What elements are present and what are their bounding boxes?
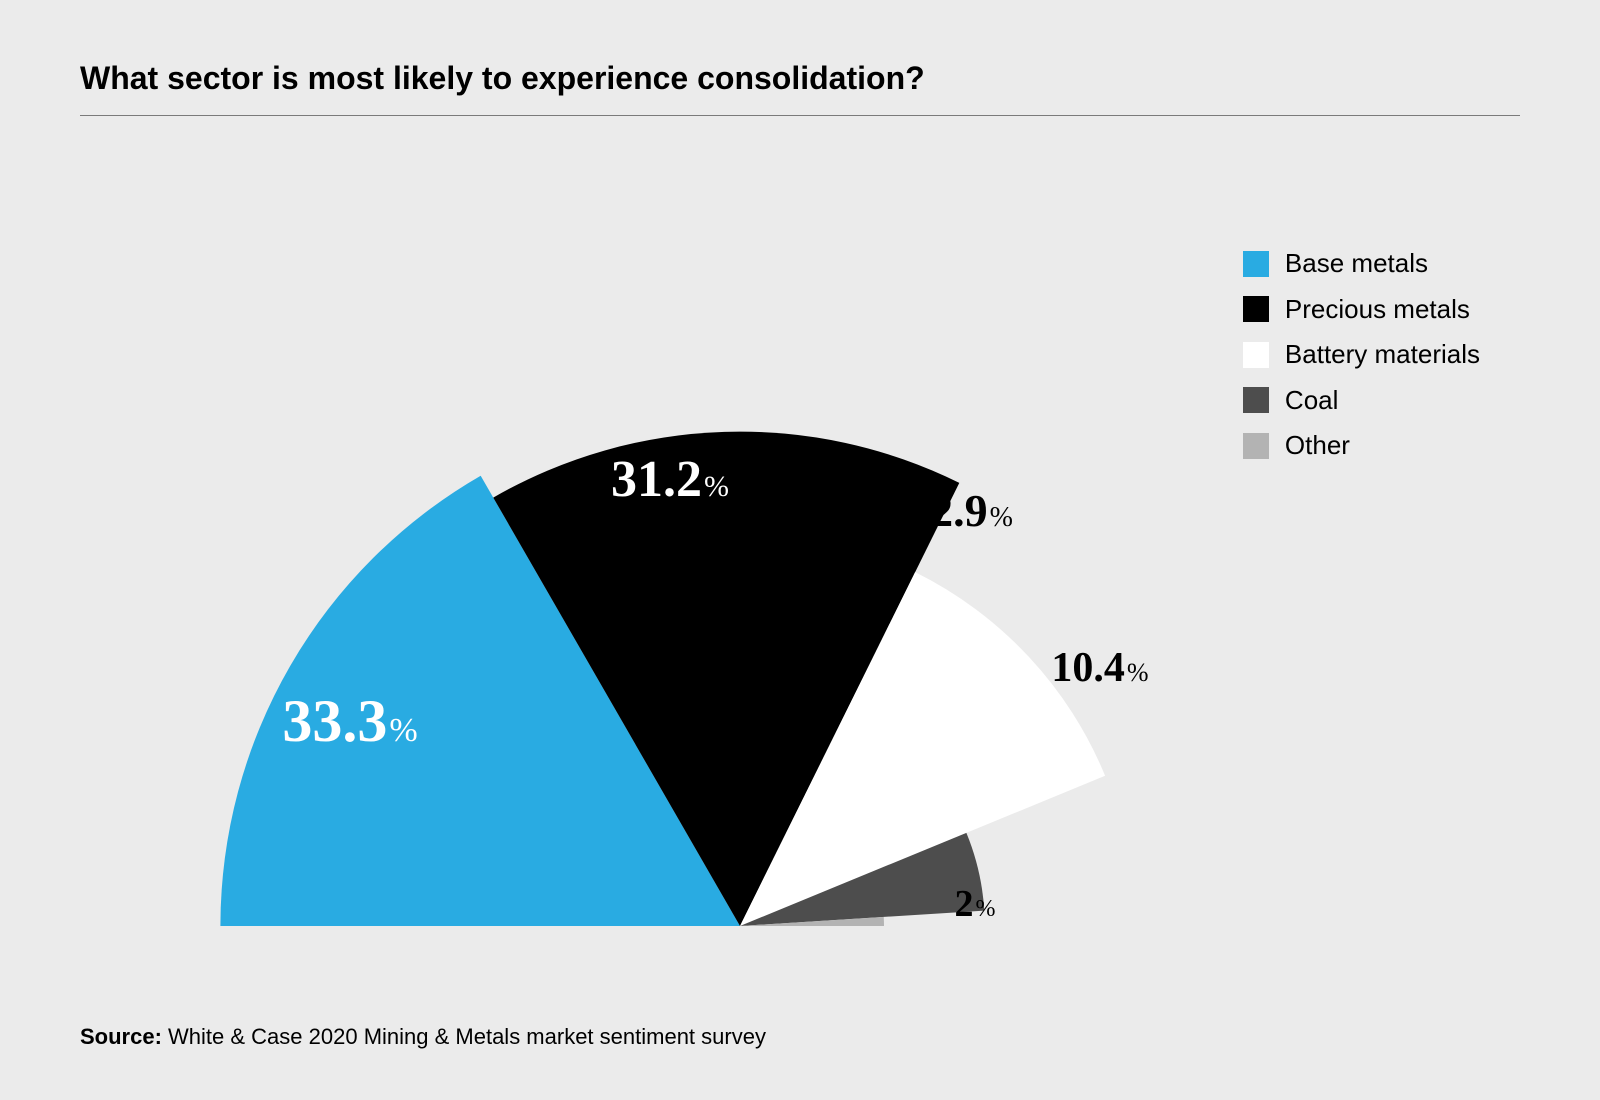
slice-percent-label: 22.9%: [907, 485, 1013, 536]
legend: Base metalsPrecious metalsBattery materi…: [1243, 241, 1480, 469]
legend-item: Other: [1243, 423, 1480, 469]
legend-swatch: [1243, 342, 1269, 368]
legend-item: Coal: [1243, 378, 1480, 424]
legend-label: Coal: [1285, 378, 1338, 424]
title-rule: [80, 115, 1520, 116]
source-text: White & Case 2020 Mining & Metals market…: [162, 1024, 766, 1049]
page-root: What sector is most likely to experience…: [0, 0, 1600, 1100]
chart-title: What sector is most likely to experience…: [80, 60, 1520, 97]
legend-label: Battery materials: [1285, 332, 1480, 378]
legend-swatch: [1243, 387, 1269, 413]
source-line: Source: White & Case 2020 Mining & Metal…: [80, 1024, 766, 1050]
source-label: Source:: [80, 1024, 162, 1049]
legend-label: Precious metals: [1285, 287, 1470, 333]
legend-item: Base metals: [1243, 241, 1480, 287]
legend-item: Battery materials: [1243, 332, 1480, 378]
legend-swatch: [1243, 433, 1269, 459]
slice-percent-label: 10.4%: [1051, 645, 1148, 691]
legend-swatch: [1243, 251, 1269, 277]
legend-swatch: [1243, 296, 1269, 322]
legend-label: Base metals: [1285, 241, 1428, 287]
legend-item: Precious metals: [1243, 287, 1480, 333]
chart-area: 33.3%31.2%22.9%10.4%2% Base metalsPrecio…: [80, 126, 1520, 976]
legend-label: Other: [1285, 423, 1350, 469]
